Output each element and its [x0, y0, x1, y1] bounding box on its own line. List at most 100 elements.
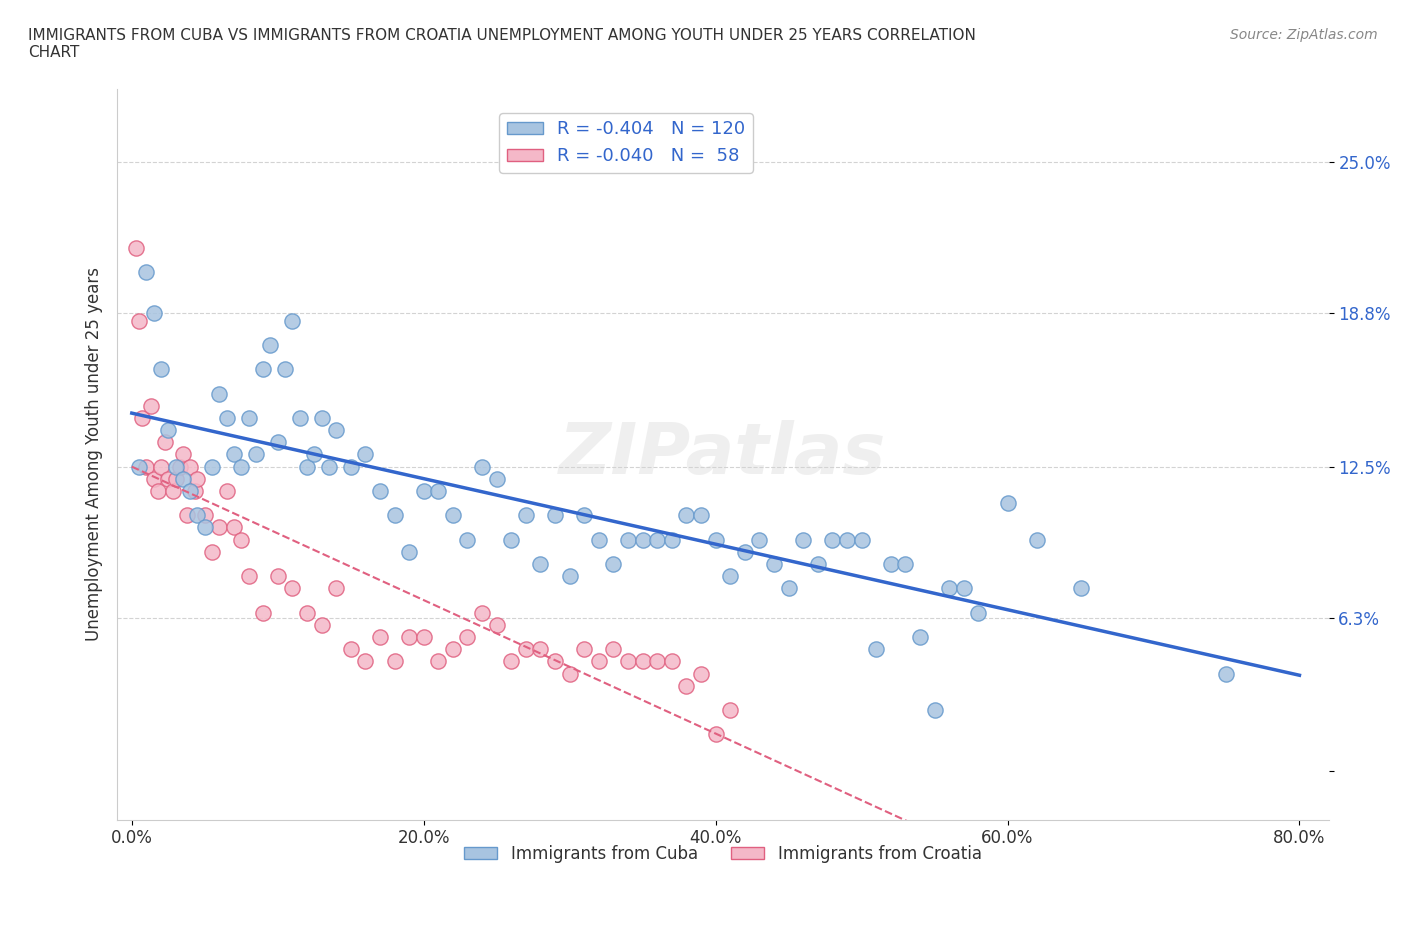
Point — [155, 435, 177, 450]
Point — [675, 508, 697, 523]
Point — [631, 654, 654, 669]
Point — [412, 484, 434, 498]
Point — [1025, 532, 1047, 547]
Point — [339, 642, 361, 657]
Point — [501, 532, 523, 547]
Point — [368, 484, 391, 498]
Point — [162, 484, 184, 498]
Point — [252, 362, 274, 377]
Point — [456, 532, 478, 547]
Point — [288, 410, 311, 425]
Point — [384, 508, 406, 523]
Point — [529, 642, 551, 657]
Point — [339, 459, 361, 474]
Point — [186, 508, 208, 523]
Point — [165, 459, 187, 474]
Point — [398, 544, 420, 559]
Point — [485, 618, 508, 632]
Point — [807, 556, 830, 571]
Point — [139, 398, 162, 413]
Point — [368, 630, 391, 644]
Point — [661, 532, 683, 547]
Point — [267, 569, 290, 584]
Point — [515, 642, 537, 657]
Point — [176, 508, 198, 523]
Point — [645, 654, 668, 669]
Point — [558, 569, 581, 584]
Point — [617, 654, 640, 669]
Point — [529, 556, 551, 571]
Point — [146, 484, 169, 498]
Point — [252, 605, 274, 620]
Point — [792, 532, 814, 547]
Point — [318, 459, 340, 474]
Y-axis label: Unemployment Among Youth under 25 years: Unemployment Among Youth under 25 years — [86, 268, 103, 642]
Point — [215, 410, 238, 425]
Point — [588, 532, 610, 547]
Point — [835, 532, 858, 547]
Point — [718, 702, 741, 717]
Point — [267, 435, 290, 450]
Point — [894, 556, 917, 571]
Point — [851, 532, 873, 547]
Point — [281, 581, 304, 596]
Point — [186, 472, 208, 486]
Point — [131, 410, 153, 425]
Point — [967, 605, 990, 620]
Point — [748, 532, 770, 547]
Point — [704, 532, 727, 547]
Point — [208, 386, 231, 401]
Point — [865, 642, 887, 657]
Point — [194, 520, 217, 535]
Point — [222, 520, 245, 535]
Text: Source: ZipAtlas.com: Source: ZipAtlas.com — [1230, 28, 1378, 42]
Point — [179, 459, 201, 474]
Point — [661, 654, 683, 669]
Point — [231, 459, 253, 474]
Point — [135, 264, 157, 279]
Point — [311, 410, 333, 425]
Point — [149, 362, 172, 377]
Point — [295, 605, 318, 620]
Point — [675, 678, 697, 693]
Point — [880, 556, 903, 571]
Point — [734, 544, 756, 559]
Point — [704, 727, 727, 742]
Point — [558, 666, 581, 681]
Point — [274, 362, 297, 377]
Point — [135, 459, 157, 474]
Point — [427, 484, 450, 498]
Point — [938, 581, 960, 596]
Point — [142, 472, 165, 486]
Point — [295, 459, 318, 474]
Point — [354, 654, 377, 669]
Text: IMMIGRANTS FROM CUBA VS IMMIGRANTS FROM CROATIA UNEMPLOYMENT AMONG YOUTH UNDER 2: IMMIGRANTS FROM CUBA VS IMMIGRANTS FROM … — [28, 28, 976, 60]
Point — [412, 630, 434, 644]
Point — [427, 654, 450, 669]
Point — [617, 532, 640, 547]
Point — [354, 447, 377, 462]
Point — [128, 313, 150, 328]
Point — [908, 630, 931, 644]
Point — [169, 459, 191, 474]
Point — [821, 532, 844, 547]
Point — [924, 702, 946, 717]
Point — [238, 410, 260, 425]
Point — [259, 338, 281, 352]
Point — [763, 556, 786, 571]
Point — [245, 447, 267, 462]
Point — [456, 630, 478, 644]
Point — [588, 654, 610, 669]
Point — [201, 544, 224, 559]
Point — [631, 532, 654, 547]
Point — [325, 423, 347, 438]
Point — [311, 618, 333, 632]
Point — [1070, 581, 1092, 596]
Point — [515, 508, 537, 523]
Point — [544, 508, 567, 523]
Point — [302, 447, 325, 462]
Point — [690, 666, 713, 681]
Point — [997, 496, 1019, 511]
Point — [231, 532, 253, 547]
Point — [194, 508, 217, 523]
